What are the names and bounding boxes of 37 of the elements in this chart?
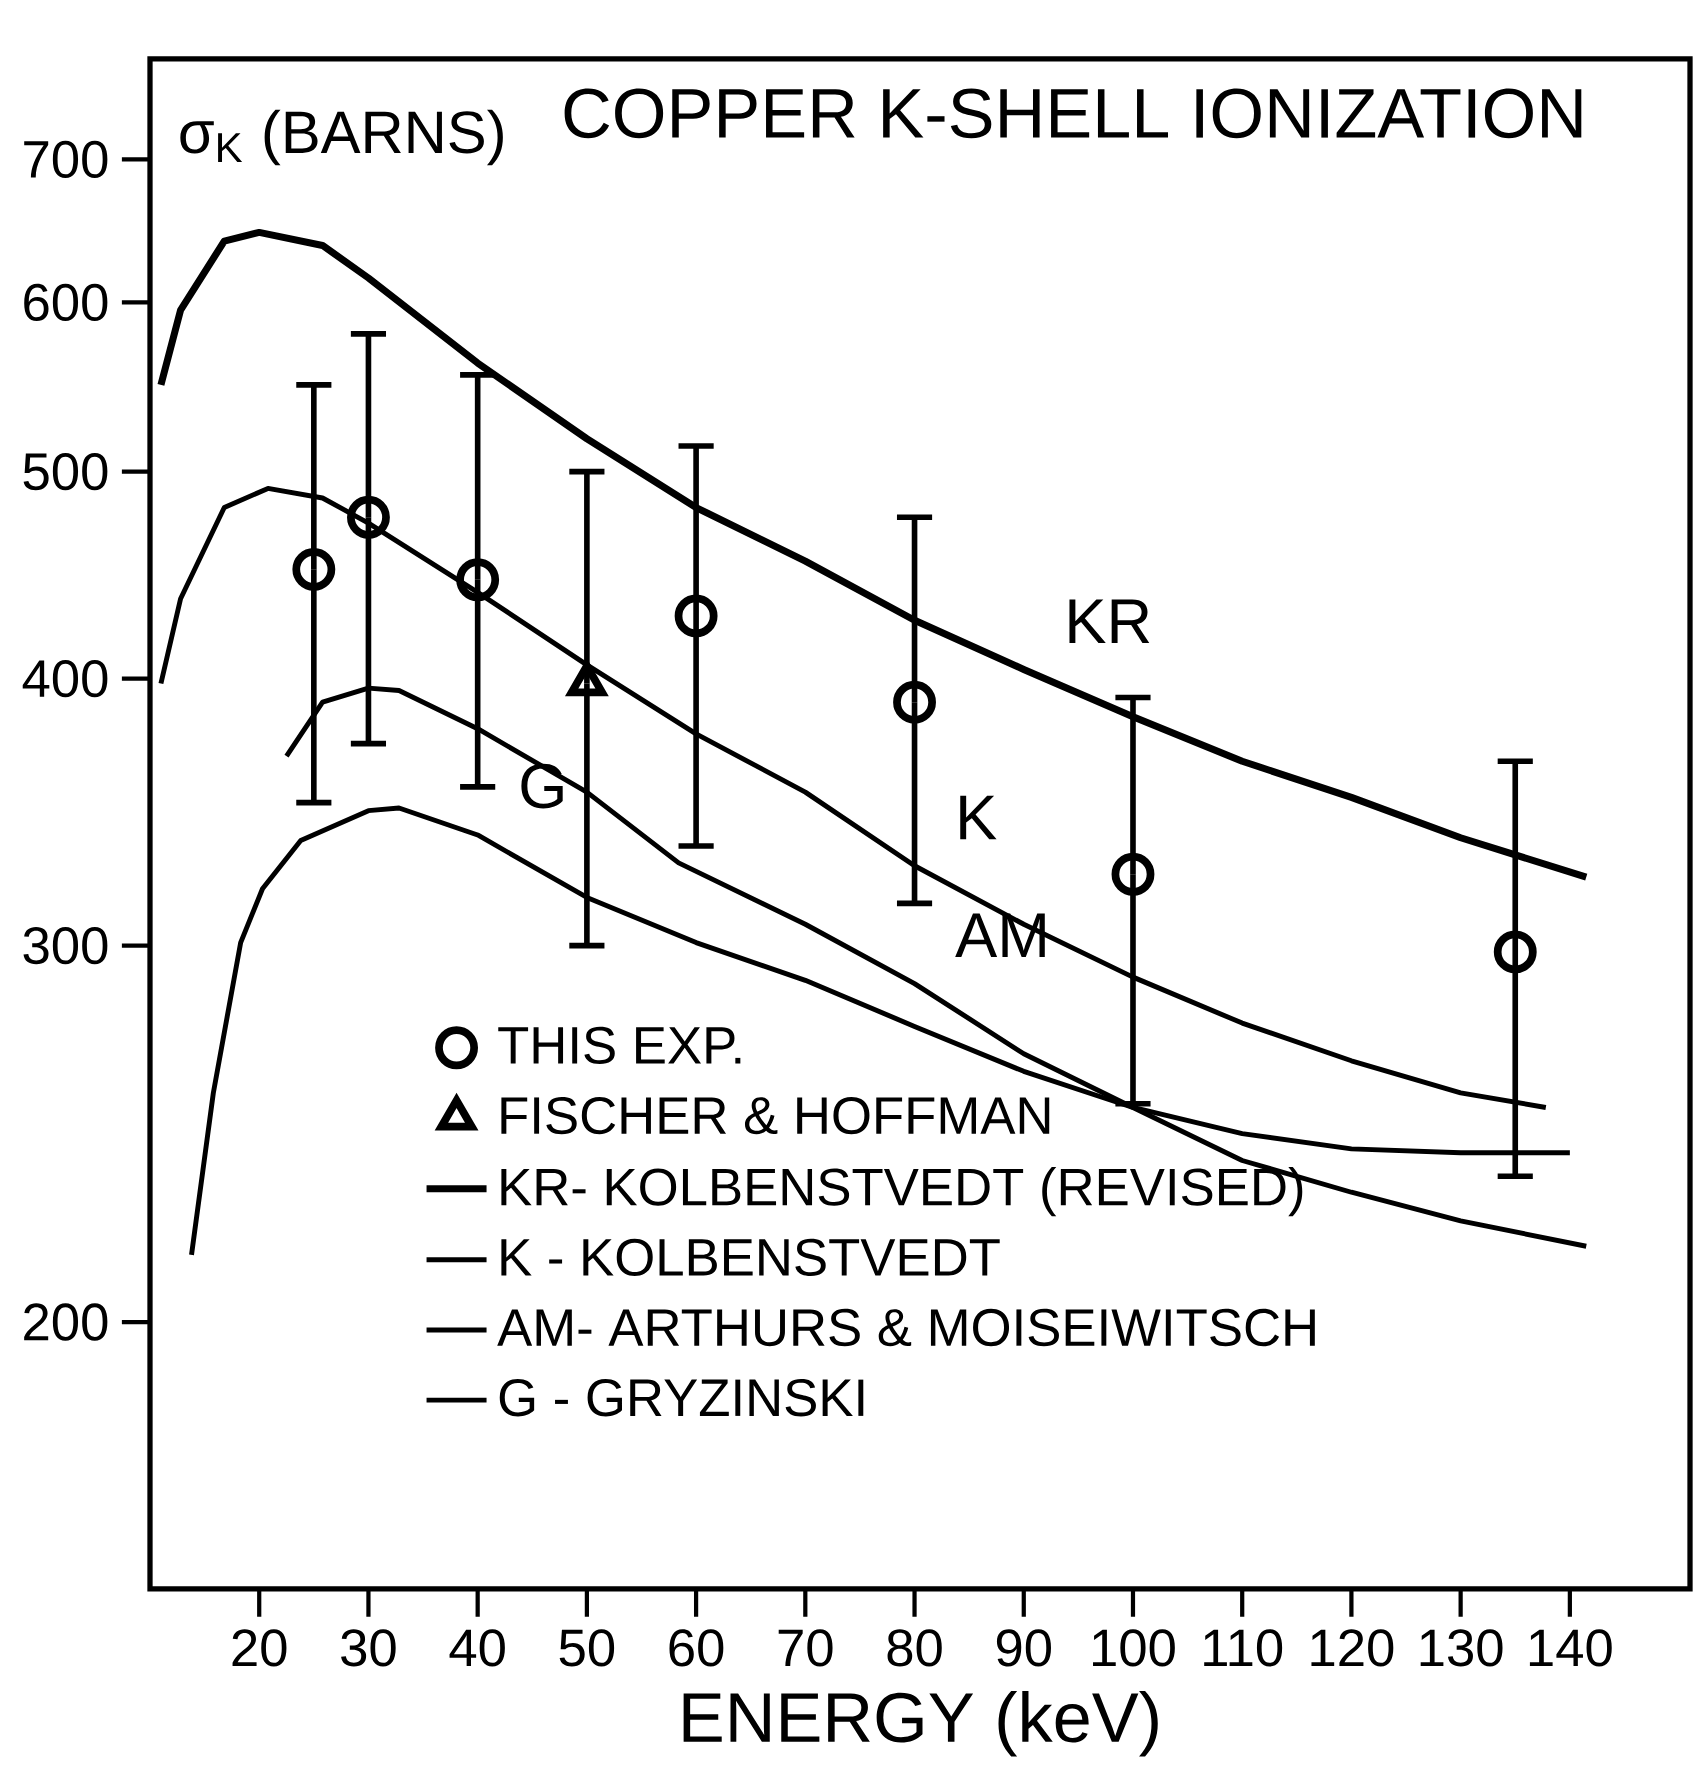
x-tick-label: 30 [341, 1629, 396, 1667]
x-tick-label: 120 [1311, 1629, 1394, 1667]
legend-label: G - GRYZINSKI [499, 1379, 864, 1417]
point [292, 547, 336, 591]
legend-label: K - KOLBENSTVEDT [501, 1238, 1000, 1276]
legend-label: AM- ARTHURS & MOISEIWITSCH [497, 1308, 1315, 1347]
y-tick-label: 500 [23, 452, 108, 491]
x-tick-label: 40 [449, 1629, 505, 1667]
legend-label: KR- KOLBENSTVEDT (REVISED) [501, 1167, 1303, 1217]
x-tick-label: 100 [1093, 1629, 1175, 1667]
point [674, 594, 718, 638]
x-tick-label: 80 [887, 1629, 942, 1667]
y-tick-label: 300 [23, 926, 108, 965]
x-tick-label: 20 [232, 1629, 287, 1667]
y-tick-label: 600 [24, 283, 108, 322]
x-tick-label: 50 [559, 1629, 615, 1667]
y-tick-label: 700 [24, 140, 108, 179]
y-axis-title: σ$_{K}$ (BARNS) [180, 109, 503, 166]
point [893, 680, 936, 724]
point [1111, 852, 1155, 896]
annotation: K [960, 795, 997, 840]
legend-label: THIS EXP. [498, 1026, 741, 1065]
x-axis-title: ENERGY (keV) [683, 1690, 1158, 1757]
chart-title: COPPER K-SHELL IONIZATION [564, 88, 1582, 139]
x-tick-label: 130 [1420, 1629, 1503, 1667]
point [1493, 930, 1537, 974]
y-tick-label: 400 [22, 659, 108, 698]
annotation: KR [1069, 599, 1150, 643]
point [347, 495, 390, 539]
x-tick-label: 110 [1204, 1629, 1283, 1667]
y-tick-label: 200 [24, 1303, 108, 1341]
point [456, 558, 500, 602]
x-tick-label: 90 [996, 1629, 1051, 1667]
x-tick-label: 140 [1529, 1629, 1612, 1667]
legend-label: FISCHER & HOFFMAN [501, 1096, 1050, 1135]
x-tick-label: 70 [778, 1629, 833, 1667]
x-tick-label: 60 [669, 1629, 724, 1667]
